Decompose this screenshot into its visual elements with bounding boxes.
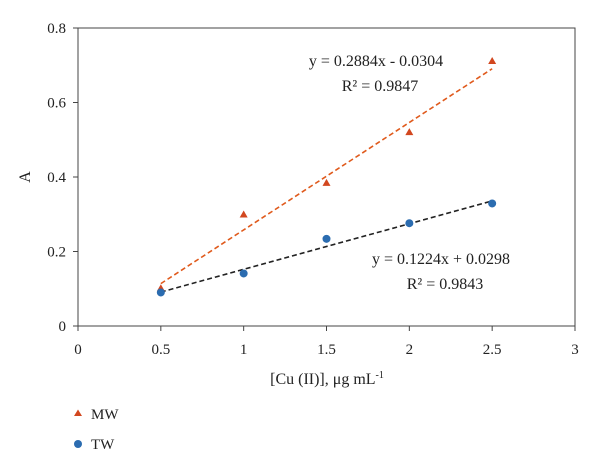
equation-tw: y = 0.1224x + 0.0298 R² = 0.9843 [372, 251, 510, 293]
y-tick-label: 0.2 [47, 245, 66, 261]
x-tick-label: 2.5 [483, 342, 502, 358]
y-tick-label: 0.8 [47, 21, 66, 37]
legend-marker-tw [74, 440, 82, 448]
x-tick-label: 1.5 [317, 342, 336, 358]
point-mw [239, 210, 248, 218]
y-tick-label: 0.4 [47, 170, 66, 186]
x-tick-label: 3 [571, 342, 579, 358]
trendline-group [160, 68, 493, 293]
legend-marker-mw [74, 409, 82, 416]
trendline-mw [160, 68, 493, 285]
y-tick-label: 0.6 [47, 96, 66, 112]
point-mw [488, 57, 497, 65]
x-axis-title-main: [Cu (II)], μg mL [270, 371, 375, 388]
x-tick-label: 0 [74, 342, 82, 358]
point-tw [239, 269, 248, 278]
tick-group: 0 0.5 1 1.5 2 2.5 3 0 0.2 0.4 0.6 0.8 [47, 21, 579, 358]
y-tick-label: 0 [59, 319, 67, 335]
legend-label-mw: MW [91, 407, 119, 423]
x-tick-label: 0.5 [151, 342, 170, 358]
y-axis-title: A [17, 171, 34, 183]
points-group [156, 57, 497, 297]
equation-tw-r2: R² = 0.9843 [407, 276, 484, 293]
x-tick-label: 2 [406, 342, 414, 358]
equation-mw-line: y = 0.2884x - 0.0304 [309, 53, 443, 70]
x-tick-label: 1 [240, 342, 248, 358]
legend-label-tw: TW [91, 437, 115, 453]
point-tw [405, 219, 414, 228]
point-tw [322, 234, 331, 243]
point-tw [488, 199, 497, 208]
plot-frame [77, 27, 576, 327]
trendline-tw [160, 200, 493, 293]
point-mw [405, 128, 414, 136]
x-axis-title: [Cu (II)], μg mL-1 [270, 370, 384, 388]
equation-mw: y = 0.2884x - 0.0304 R² = 0.9847 [309, 53, 443, 95]
point-tw [156, 288, 165, 297]
x-axis-title-superscript: -1 [376, 370, 384, 381]
legend: MW TW [74, 407, 119, 453]
equation-tw-line: y = 0.1224x + 0.0298 [372, 251, 510, 268]
point-mw [322, 178, 331, 186]
equation-mw-r2: R² = 0.9847 [342, 78, 419, 95]
